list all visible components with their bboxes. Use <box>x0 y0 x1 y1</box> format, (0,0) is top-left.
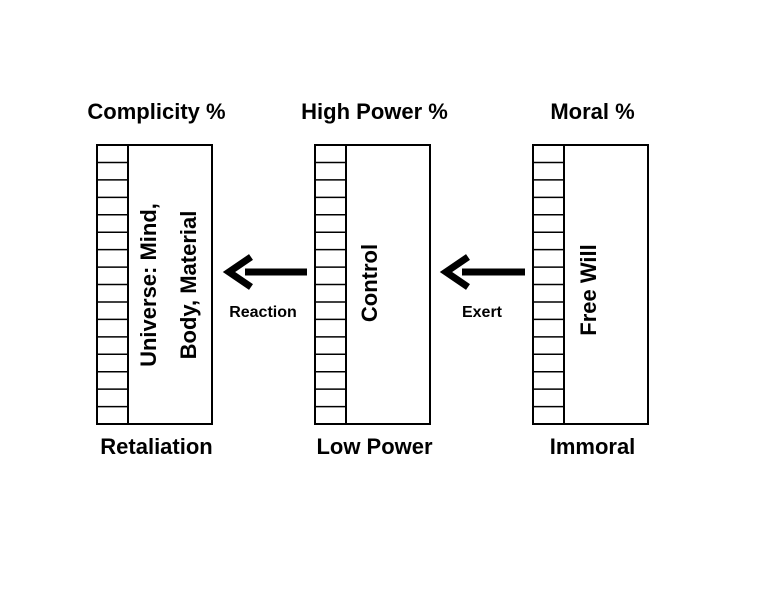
bottom-label: Immoral <box>550 434 636 459</box>
arrow-head <box>222 254 253 290</box>
bottom-label: Low Power <box>316 434 433 459</box>
inner-text: Universe: Mind, Body, Material <box>136 203 201 367</box>
arrow-head <box>439 254 470 290</box>
bottom-label: Retaliation <box>100 434 212 459</box>
inner-line: Control <box>357 244 382 322</box>
top-label: Complicity % <box>87 99 225 124</box>
inner-text: Control <box>357 244 382 322</box>
top-label: Moral % <box>550 99 634 124</box>
top-label: High Power % <box>301 99 448 124</box>
inner-line: Body, Material <box>176 211 201 360</box>
arrow-label: Reaction <box>229 304 297 321</box>
inner-line: Free Will <box>576 244 601 336</box>
inner-text: Free Will <box>576 244 601 336</box>
arrow-label: Exert <box>462 304 503 321</box>
inner-line: Universe: Mind, <box>136 203 161 367</box>
